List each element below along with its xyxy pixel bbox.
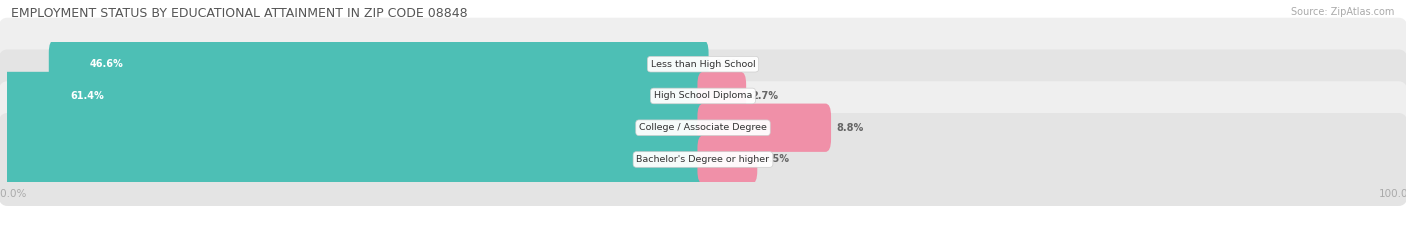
FancyBboxPatch shape <box>0 18 1406 111</box>
FancyBboxPatch shape <box>0 81 1406 174</box>
FancyBboxPatch shape <box>697 104 831 152</box>
FancyBboxPatch shape <box>0 104 709 152</box>
Text: Source: ZipAtlas.com: Source: ZipAtlas.com <box>1291 7 1395 17</box>
FancyBboxPatch shape <box>49 40 709 88</box>
Text: 3.5%: 3.5% <box>763 154 790 164</box>
FancyBboxPatch shape <box>0 135 709 184</box>
FancyBboxPatch shape <box>697 135 758 184</box>
Text: EMPLOYMENT STATUS BY EDUCATIONAL ATTAINMENT IN ZIP CODE 08848: EMPLOYMENT STATUS BY EDUCATIONAL ATTAINM… <box>11 7 468 20</box>
Text: 2.7%: 2.7% <box>752 91 779 101</box>
FancyBboxPatch shape <box>0 113 1406 206</box>
Text: College / Associate Degree: College / Associate Degree <box>640 123 766 132</box>
FancyBboxPatch shape <box>0 49 1406 142</box>
FancyBboxPatch shape <box>0 72 709 120</box>
Text: Bachelor's Degree or higher: Bachelor's Degree or higher <box>637 155 769 164</box>
Text: 0.0%: 0.0% <box>714 59 741 69</box>
Text: High School Diploma: High School Diploma <box>654 92 752 100</box>
Text: Less than High School: Less than High School <box>651 60 755 69</box>
FancyBboxPatch shape <box>697 72 747 120</box>
Text: 61.4%: 61.4% <box>70 91 104 101</box>
Text: 8.8%: 8.8% <box>837 123 863 133</box>
Text: 46.6%: 46.6% <box>89 59 122 69</box>
